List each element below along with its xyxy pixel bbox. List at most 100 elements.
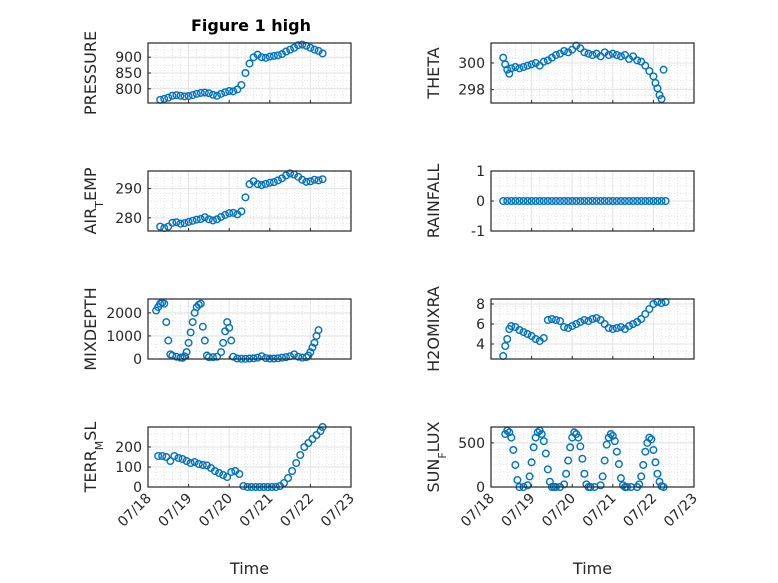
y-axis-label: SUNFLUX — [424, 421, 449, 492]
data-point — [310, 338, 319, 347]
data-point — [637, 196, 646, 205]
data-point — [172, 218, 181, 227]
data-point — [523, 481, 532, 490]
data-point — [551, 316, 560, 325]
data-point — [208, 216, 217, 225]
data-point — [213, 215, 222, 224]
data-point — [300, 443, 309, 452]
data-point — [280, 479, 289, 488]
data-point — [572, 196, 581, 205]
data-point — [188, 216, 197, 225]
axes-box — [490, 42, 695, 104]
data-point — [503, 196, 512, 205]
x-tick-label: 07/22 — [277, 491, 317, 531]
data-point — [657, 299, 666, 308]
data-point — [257, 53, 266, 62]
data-point — [184, 217, 193, 226]
data-point — [608, 196, 617, 205]
data-point — [596, 481, 605, 490]
data-point — [507, 64, 516, 73]
data-point — [168, 218, 177, 227]
data-point — [543, 465, 552, 474]
data-point — [612, 324, 621, 333]
data-point — [277, 50, 286, 59]
y-axis-label: THETA — [424, 47, 443, 99]
figure-title: Figure 1 high — [191, 16, 311, 35]
data-point — [580, 196, 589, 205]
data-point — [290, 43, 299, 52]
axes-box — [147, 42, 352, 104]
data-point — [204, 215, 213, 224]
data-point — [596, 52, 605, 61]
data-point — [560, 480, 569, 489]
y-tick-label: 2000 — [106, 306, 142, 322]
y-axis-label: MIXDEPTH — [81, 287, 100, 370]
data-point — [641, 61, 650, 70]
data-point — [657, 94, 666, 103]
axes-box — [490, 298, 695, 360]
data-point — [645, 433, 654, 442]
data-point — [221, 210, 230, 219]
data-point — [162, 453, 171, 462]
data-point — [588, 51, 597, 60]
data-point — [164, 93, 173, 102]
data-point — [217, 348, 226, 357]
data-point — [221, 88, 230, 97]
data-point — [204, 89, 213, 98]
data-point — [318, 175, 327, 184]
data-point — [213, 91, 222, 100]
data-point — [556, 196, 565, 205]
data-point — [531, 196, 540, 205]
data-point — [210, 467, 219, 476]
data-point — [556, 317, 565, 326]
data-point — [547, 315, 556, 324]
x-axis-label: Time — [229, 559, 269, 578]
data-point — [269, 51, 278, 60]
data-point — [196, 299, 205, 308]
data-point — [225, 323, 234, 332]
x-tick-label: 07/19 — [156, 491, 196, 531]
y-axis-label: AIRTEMP — [81, 167, 106, 234]
data-point — [592, 196, 601, 205]
data-point — [239, 482, 248, 491]
data-point — [237, 207, 246, 216]
data-point — [156, 222, 165, 231]
data-point — [616, 323, 625, 332]
y-tick-label: 0 — [476, 194, 485, 210]
data-point — [535, 61, 544, 70]
data-point — [653, 196, 662, 205]
data-point — [294, 41, 303, 50]
data-point — [647, 435, 656, 444]
data-point — [318, 49, 327, 58]
data-point — [527, 196, 536, 205]
y-tick-label: 6 — [476, 317, 485, 333]
data-point — [277, 353, 286, 362]
data-point — [523, 196, 532, 205]
data-point — [539, 196, 548, 205]
data-point — [253, 353, 262, 362]
chart-panel-h2omixra: 4 6 8 H2OMIXRA — [424, 286, 695, 372]
y-tick-label: 800 — [115, 82, 142, 98]
data-point — [190, 458, 199, 467]
data-point — [208, 353, 217, 362]
data-point — [245, 59, 254, 68]
data-point — [637, 57, 646, 66]
data-point — [160, 94, 169, 103]
data-point — [186, 459, 195, 468]
data-point — [261, 179, 270, 188]
data-point — [564, 456, 573, 465]
data-point — [282, 353, 291, 362]
data-point — [158, 452, 167, 461]
data-point — [610, 437, 619, 446]
data-point — [523, 61, 532, 70]
chart-panel-air-temp: 280 290 AIRTEMP — [81, 167, 352, 235]
data-point — [649, 445, 658, 454]
data-point — [188, 91, 197, 100]
data-point — [316, 427, 325, 436]
data-point — [576, 44, 585, 53]
data-point — [649, 196, 658, 205]
data-point — [182, 457, 191, 466]
data-point — [645, 66, 654, 75]
chart-panel-mixdepth: 0 1000 2000 MIXDEPTH — [81, 287, 352, 371]
